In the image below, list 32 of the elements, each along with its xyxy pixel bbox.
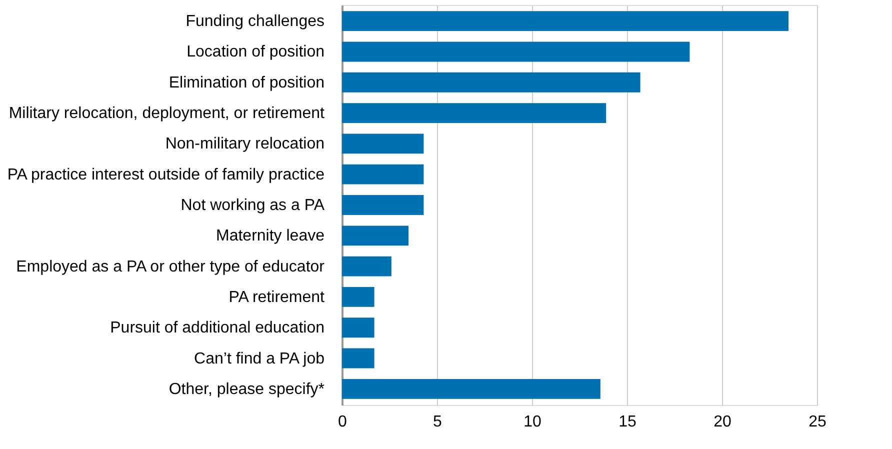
y-tick-label: Not working as a PA <box>180 197 325 214</box>
bar <box>342 195 424 215</box>
bar <box>342 42 690 62</box>
y-tick-label: PA retirement <box>228 288 326 306</box>
x-tick-label: 0 <box>338 414 348 430</box>
bar <box>342 226 408 246</box>
y-tick-label: Other, please specify* <box>168 380 324 398</box>
bar <box>342 11 788 32</box>
x-tick-label: 25 <box>808 414 826 430</box>
bar <box>342 378 600 399</box>
bar <box>342 286 374 307</box>
y-tick-label: Elimination of position <box>168 74 324 92</box>
y-tick-label: Pursuit of additional education <box>110 320 324 337</box>
bar <box>342 348 374 368</box>
x-tick-label: 15 <box>618 414 636 430</box>
y-tick-label: Employed as a PA or other type of educator <box>16 258 326 276</box>
y-tick-label: PA practice interest outside of family practice <box>7 166 325 184</box>
bar <box>342 164 424 184</box>
y-tick-label: Maternity leave <box>216 228 325 245</box>
y-tick-label: Military relocation, deployment, or retirement <box>8 105 326 122</box>
x-tick-label: 20 <box>714 414 732 430</box>
x-tick-label: 10 <box>524 414 542 430</box>
y-tick-label: Location of position <box>186 44 324 61</box>
x-tick-label: 5 <box>433 414 442 430</box>
y-tick-label: Can’t find a PA job <box>194 350 325 368</box>
bar <box>342 72 640 92</box>
bar <box>342 103 606 124</box>
bar <box>342 318 374 338</box>
y-tick-label: Non-military relocation <box>165 136 324 153</box>
bar <box>342 134 424 154</box>
bar <box>342 256 392 276</box>
y-tick-label: Funding challenges <box>186 13 324 30</box>
